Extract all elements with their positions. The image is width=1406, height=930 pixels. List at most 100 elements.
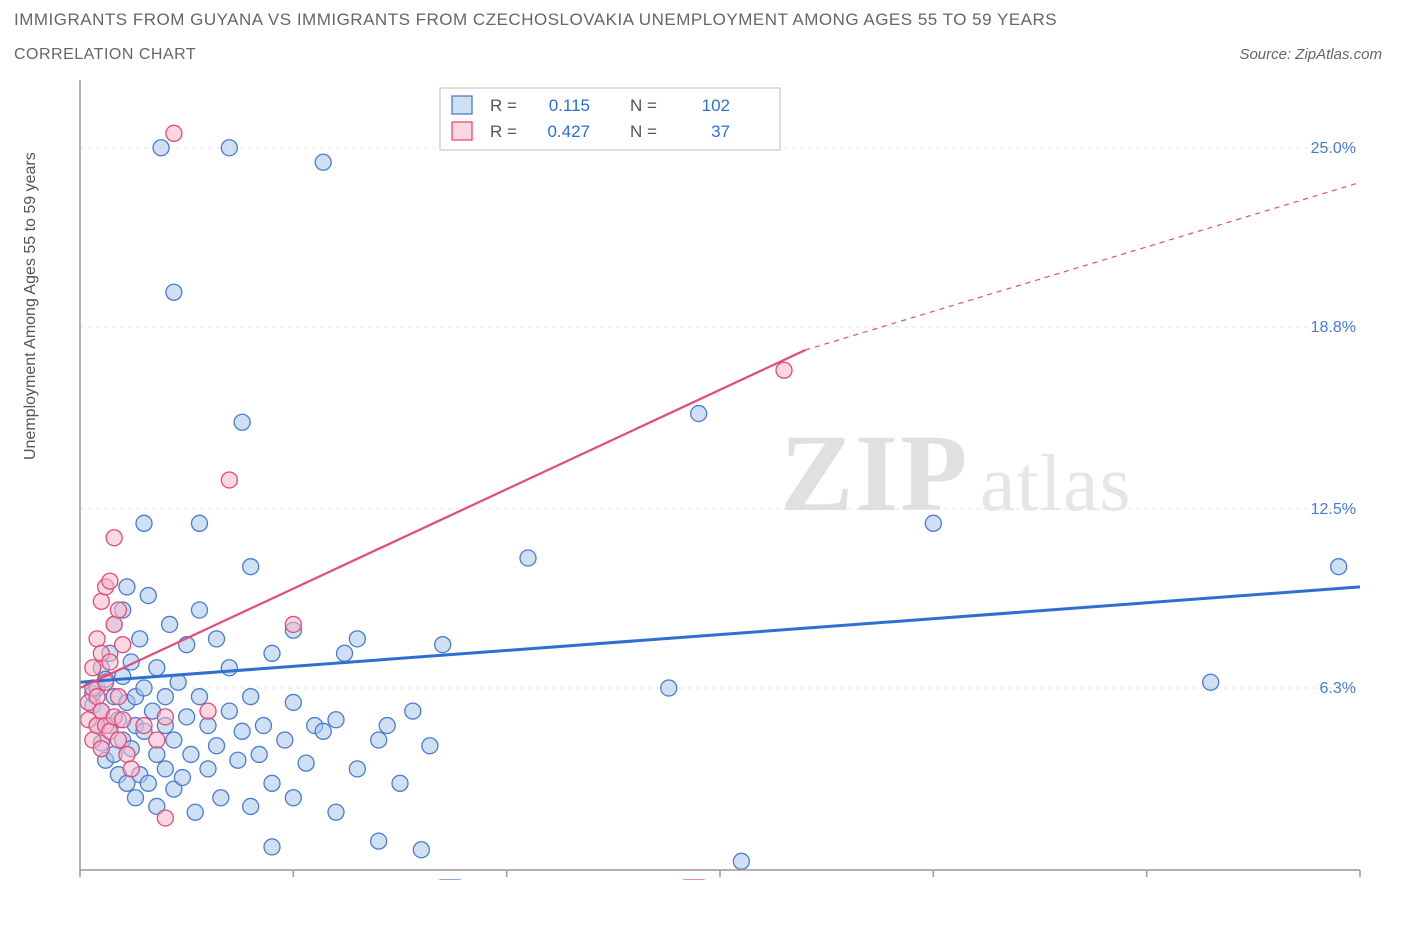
data-point — [405, 703, 421, 719]
data-point — [234, 414, 250, 430]
data-point — [132, 631, 148, 647]
legend-r-value: 0.115 — [549, 96, 590, 115]
data-point — [140, 775, 156, 791]
data-point — [179, 709, 195, 725]
legend-swatch — [452, 122, 472, 140]
data-point — [115, 637, 131, 653]
trend-line — [80, 587, 1360, 682]
page-subtitle: CORRELATION CHART — [14, 46, 196, 64]
data-point — [691, 406, 707, 422]
data-point — [102, 573, 118, 589]
data-point — [119, 746, 135, 762]
legend-r-label: R = — [490, 96, 517, 115]
data-point — [328, 712, 344, 728]
data-point — [422, 738, 438, 754]
watermark-zip: ZIP — [780, 412, 969, 534]
data-point — [925, 515, 941, 531]
data-point — [379, 718, 395, 734]
data-point — [209, 631, 225, 647]
data-point — [89, 689, 105, 705]
data-point — [349, 761, 365, 777]
legend-n-label: N = — [630, 96, 657, 115]
data-point — [157, 761, 173, 777]
data-point — [264, 839, 280, 855]
data-point — [89, 631, 105, 647]
data-point — [264, 775, 280, 791]
data-point — [349, 631, 365, 647]
data-point — [1203, 674, 1219, 690]
data-point — [255, 718, 271, 734]
data-point — [213, 790, 229, 806]
data-point — [230, 752, 246, 768]
data-point — [136, 718, 152, 734]
subtitle-text: CORRELATION CHART — [14, 46, 196, 63]
data-point — [285, 694, 301, 710]
data-point — [392, 775, 408, 791]
data-point — [371, 833, 387, 849]
data-point — [110, 602, 126, 618]
data-point — [661, 680, 677, 696]
source-text: Source: ZipAtlas.com — [1239, 46, 1382, 63]
data-point — [315, 154, 331, 170]
data-point — [251, 746, 267, 762]
data-point — [285, 790, 301, 806]
title-text: IMMIGRANTS FROM GUYANA VS IMMIGRANTS FRO… — [14, 10, 1057, 29]
data-point — [119, 579, 135, 595]
y-axis-label: Unemployment Among Ages 55 to 59 years — [22, 152, 40, 460]
legend-r-label: R = — [490, 122, 517, 141]
data-point — [221, 703, 237, 719]
legend-r-value: 0.427 — [547, 122, 590, 141]
data-point — [733, 853, 749, 869]
correlation-chart: 6.3%12.5%18.8%25.0%ZIPatlas0.0%30.0%R =0… — [60, 80, 1380, 880]
data-point — [110, 689, 126, 705]
data-point — [328, 804, 344, 820]
data-point — [102, 654, 118, 670]
data-point — [337, 645, 353, 661]
source-credit: Source: ZipAtlas.com — [1239, 46, 1382, 63]
data-point — [123, 761, 139, 777]
data-point — [191, 602, 207, 618]
data-point — [166, 732, 182, 748]
data-point — [149, 660, 165, 676]
data-point — [277, 732, 293, 748]
data-point — [106, 616, 122, 632]
data-point — [200, 703, 216, 719]
page-title: IMMIGRANTS FROM GUYANA VS IMMIGRANTS FRO… — [14, 10, 1057, 30]
ylabel-text: Unemployment Among Ages 55 to 59 years — [22, 152, 39, 460]
data-point — [106, 530, 122, 546]
data-point — [191, 689, 207, 705]
data-point — [200, 718, 216, 734]
data-point — [200, 761, 216, 777]
data-point — [166, 125, 182, 141]
y-tick-label: 18.8% — [1311, 319, 1356, 336]
data-point — [136, 680, 152, 696]
data-point — [1331, 559, 1347, 575]
data-point — [157, 709, 173, 725]
data-point — [285, 616, 301, 632]
data-point — [221, 140, 237, 156]
data-point — [183, 746, 199, 762]
y-tick-label: 25.0% — [1311, 140, 1356, 157]
data-point — [243, 559, 259, 575]
data-point — [166, 284, 182, 300]
data-point — [115, 712, 131, 728]
data-point — [221, 660, 237, 676]
data-point — [127, 790, 143, 806]
watermark-atlas: atlas — [980, 440, 1132, 528]
data-point — [435, 637, 451, 653]
data-point — [209, 738, 225, 754]
data-point — [776, 362, 792, 378]
data-point — [371, 732, 387, 748]
trend-line-extrapolated — [805, 182, 1360, 350]
data-point — [149, 732, 165, 748]
data-point — [85, 660, 101, 676]
data-point — [315, 723, 331, 739]
data-point — [93, 593, 109, 609]
data-point — [191, 515, 207, 531]
data-point — [234, 723, 250, 739]
data-point — [243, 689, 259, 705]
data-point — [157, 689, 173, 705]
data-point — [93, 741, 109, 757]
data-point — [110, 732, 126, 748]
data-point — [140, 588, 156, 604]
